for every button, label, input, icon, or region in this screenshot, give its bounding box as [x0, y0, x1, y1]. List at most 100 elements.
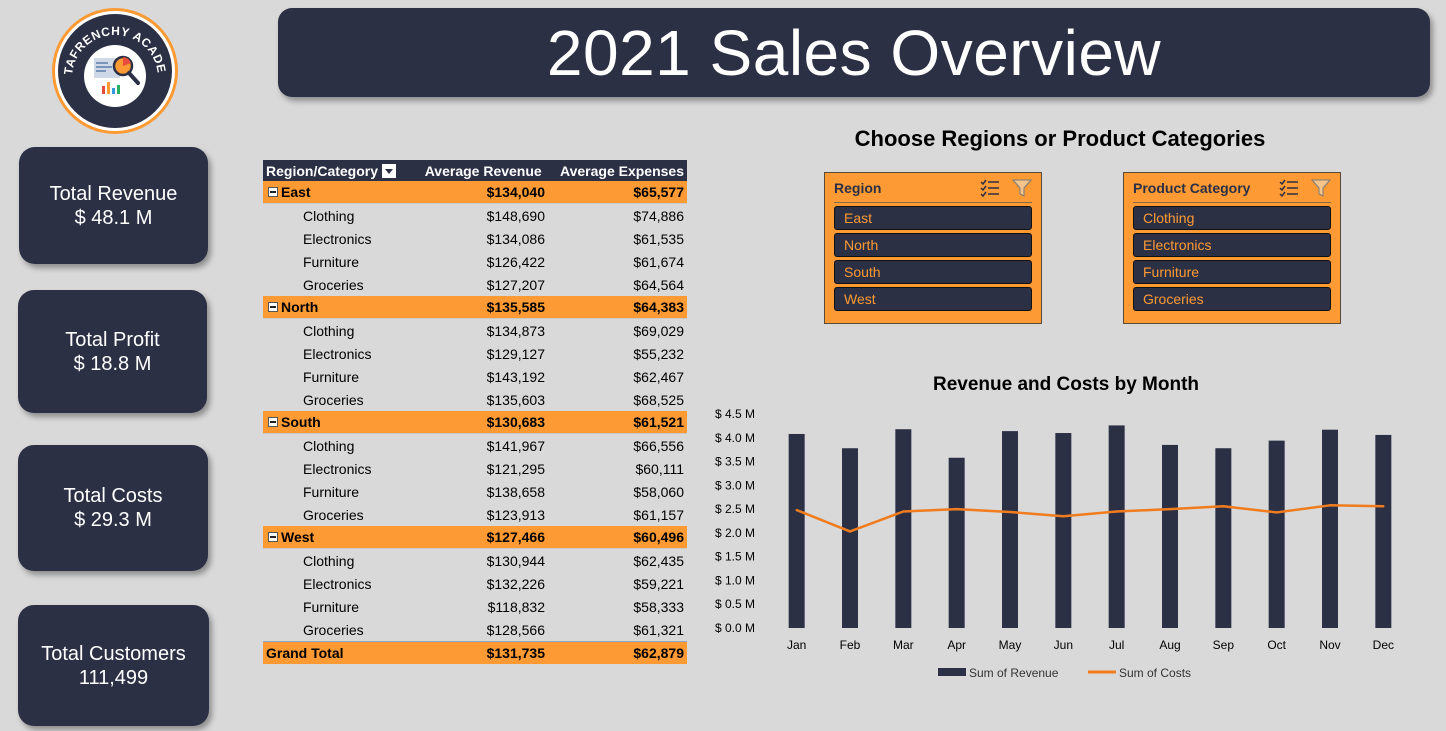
item-revenue: $126,422 [486, 253, 545, 270]
kpi-value: 111,499 [78, 666, 149, 689]
item-name: Clothing [303, 207, 355, 224]
collapse-icon[interactable] [268, 532, 278, 542]
item-revenue: $130,944 [486, 552, 545, 569]
item-name: Furniture [303, 483, 360, 500]
pivot-item-row: Groceries $135,603 $68,525 [263, 388, 687, 411]
costs-point [848, 530, 852, 533]
multi-select-icon[interactable] [1279, 179, 1299, 197]
slicer-item-north[interactable]: North [834, 233, 1032, 257]
slicer-header: Region [834, 173, 1032, 203]
group-name: South [281, 414, 321, 430]
item-expenses: $66,556 [633, 437, 684, 454]
revenue-bar [1055, 433, 1072, 628]
item-revenue: $121,295 [486, 460, 545, 477]
collapse-icon[interactable] [268, 187, 278, 197]
datafrenchy-academy-logo: DATAFRENCHY ACADEMY [50, 6, 178, 134]
kpi-total-customers: Total Customers 111,499 [18, 605, 209, 726]
pivot-item-row: Clothing $148,690 $74,886 [263, 204, 687, 227]
costs-point [1168, 507, 1172, 511]
collapse-icon[interactable] [268, 302, 278, 312]
costs-point [795, 508, 798, 512]
item-revenue: $138,658 [486, 483, 545, 500]
item-expenses: $62,467 [633, 368, 684, 385]
slicer-item-east[interactable]: East [834, 206, 1032, 230]
group-expenses: $61,521 [633, 414, 684, 430]
item-revenue: $141,967 [486, 437, 545, 454]
kpi-total-profit: Total Profit $ 18.8 M [18, 290, 207, 413]
slicer-item-south[interactable]: South [834, 260, 1032, 284]
item-expenses: $74,886 [633, 207, 684, 224]
pivot-item-row: Clothing $141,967 $66,556 [263, 434, 687, 457]
pivot-item-row: Groceries $123,913 $61,157 [263, 503, 687, 526]
pivot-grand-total-row: Grand Total $131,735 $62,879 [263, 641, 687, 664]
revenue-bar [1002, 431, 1018, 628]
collapse-icon[interactable] [268, 417, 278, 427]
costs-point [1115, 510, 1118, 513]
y-tick-label: $ 0.5 M [715, 597, 755, 611]
item-name: Electronics [303, 230, 372, 247]
kpi-label: Total Revenue [49, 182, 178, 205]
pivot-group-row: North $135,585 $64,383 [263, 296, 687, 319]
costs-point [1328, 504, 1332, 507]
pivot-item-row: Clothing $134,873 $69,029 [263, 319, 687, 342]
item-name: Groceries [303, 276, 364, 293]
pivot-header-row: Region/Category Average Revenue Average … [263, 160, 687, 181]
group-expenses: $60,496 [633, 529, 684, 545]
product-category-slicer: Product Category Clothing Electronics Fu… [1123, 172, 1341, 324]
item-revenue: $143,192 [486, 368, 545, 385]
kpi-label: Total Profit [65, 328, 160, 351]
header-label: Region/Category [266, 162, 379, 179]
filter-dropdown-icon[interactable] [382, 163, 397, 178]
dashboard-title: 2021 Sales Overview [546, 16, 1162, 89]
group-revenue: $135,585 [486, 299, 545, 315]
pivot-group-row: West $127,466 $60,496 [263, 526, 687, 549]
item-name: Electronics [303, 345, 372, 362]
slicer-item-furniture[interactable]: Furniture [1133, 260, 1331, 284]
legend-costs-label: Sum of Costs [1119, 666, 1191, 680]
costs-point [1222, 505, 1225, 508]
item-name: Furniture [303, 368, 360, 385]
pivot-item-row: Groceries $128,566 $61,321 [263, 618, 687, 641]
item-expenses: $58,060 [633, 483, 684, 500]
pivot-item-row: Electronics $129,127 $55,232 [263, 342, 687, 365]
y-tick-label: $ 0.0 M [715, 621, 755, 635]
item-name: Groceries [303, 506, 364, 523]
item-name: Groceries [303, 391, 364, 408]
revenue-bar [1108, 425, 1125, 628]
item-revenue: $127,207 [486, 276, 545, 293]
header-region-category: Region/Category [263, 163, 407, 179]
region-slicer: Region East North South West [824, 172, 1042, 324]
pivot-item-row: Furniture $143,192 $62,467 [263, 365, 687, 388]
x-tick-label: Sep [1213, 638, 1235, 652]
item-revenue: $148,690 [486, 207, 545, 224]
y-tick-label: $ 3.5 M [715, 455, 755, 469]
x-tick-label: Nov [1319, 638, 1340, 652]
revenue-bar [1268, 440, 1285, 628]
item-expenses: $62,435 [633, 552, 684, 569]
kpi-value: $ 18.8 M [73, 352, 152, 375]
x-tick-label: Oct [1267, 638, 1286, 652]
clear-filter-icon[interactable] [1012, 179, 1032, 197]
kpi-label: Total Costs [63, 485, 163, 507]
x-tick-label: Jun [1054, 638, 1073, 652]
item-name: Clothing [303, 437, 355, 454]
slicer-item-electronics[interactable]: Electronics [1133, 233, 1331, 257]
multi-select-icon[interactable] [980, 179, 1000, 197]
item-revenue: $132,226 [486, 575, 545, 592]
y-tick-label: $ 1.5 M [715, 550, 755, 564]
item-revenue: $134,873 [486, 322, 545, 339]
slicer-item-clothing[interactable]: Clothing [1133, 206, 1331, 230]
group-expenses: $65,577 [633, 184, 684, 200]
costs-point [902, 510, 905, 513]
slicer-item-west[interactable]: West [834, 287, 1032, 311]
item-revenue: $118,832 [487, 598, 545, 615]
group-revenue: $134,040 [486, 184, 545, 200]
revenue-bar [788, 433, 805, 628]
pivot-group-row: South $130,683 $61,521 [263, 411, 687, 434]
title-banner: 2021 Sales Overview [278, 8, 1430, 97]
y-tick-label: $ 3.0 M [715, 478, 755, 492]
item-expenses: $61,535 [633, 230, 684, 247]
kpi-value: $ 29.3 M [74, 509, 152, 531]
clear-filter-icon[interactable] [1311, 179, 1331, 197]
slicer-item-groceries[interactable]: Groceries [1133, 287, 1331, 311]
